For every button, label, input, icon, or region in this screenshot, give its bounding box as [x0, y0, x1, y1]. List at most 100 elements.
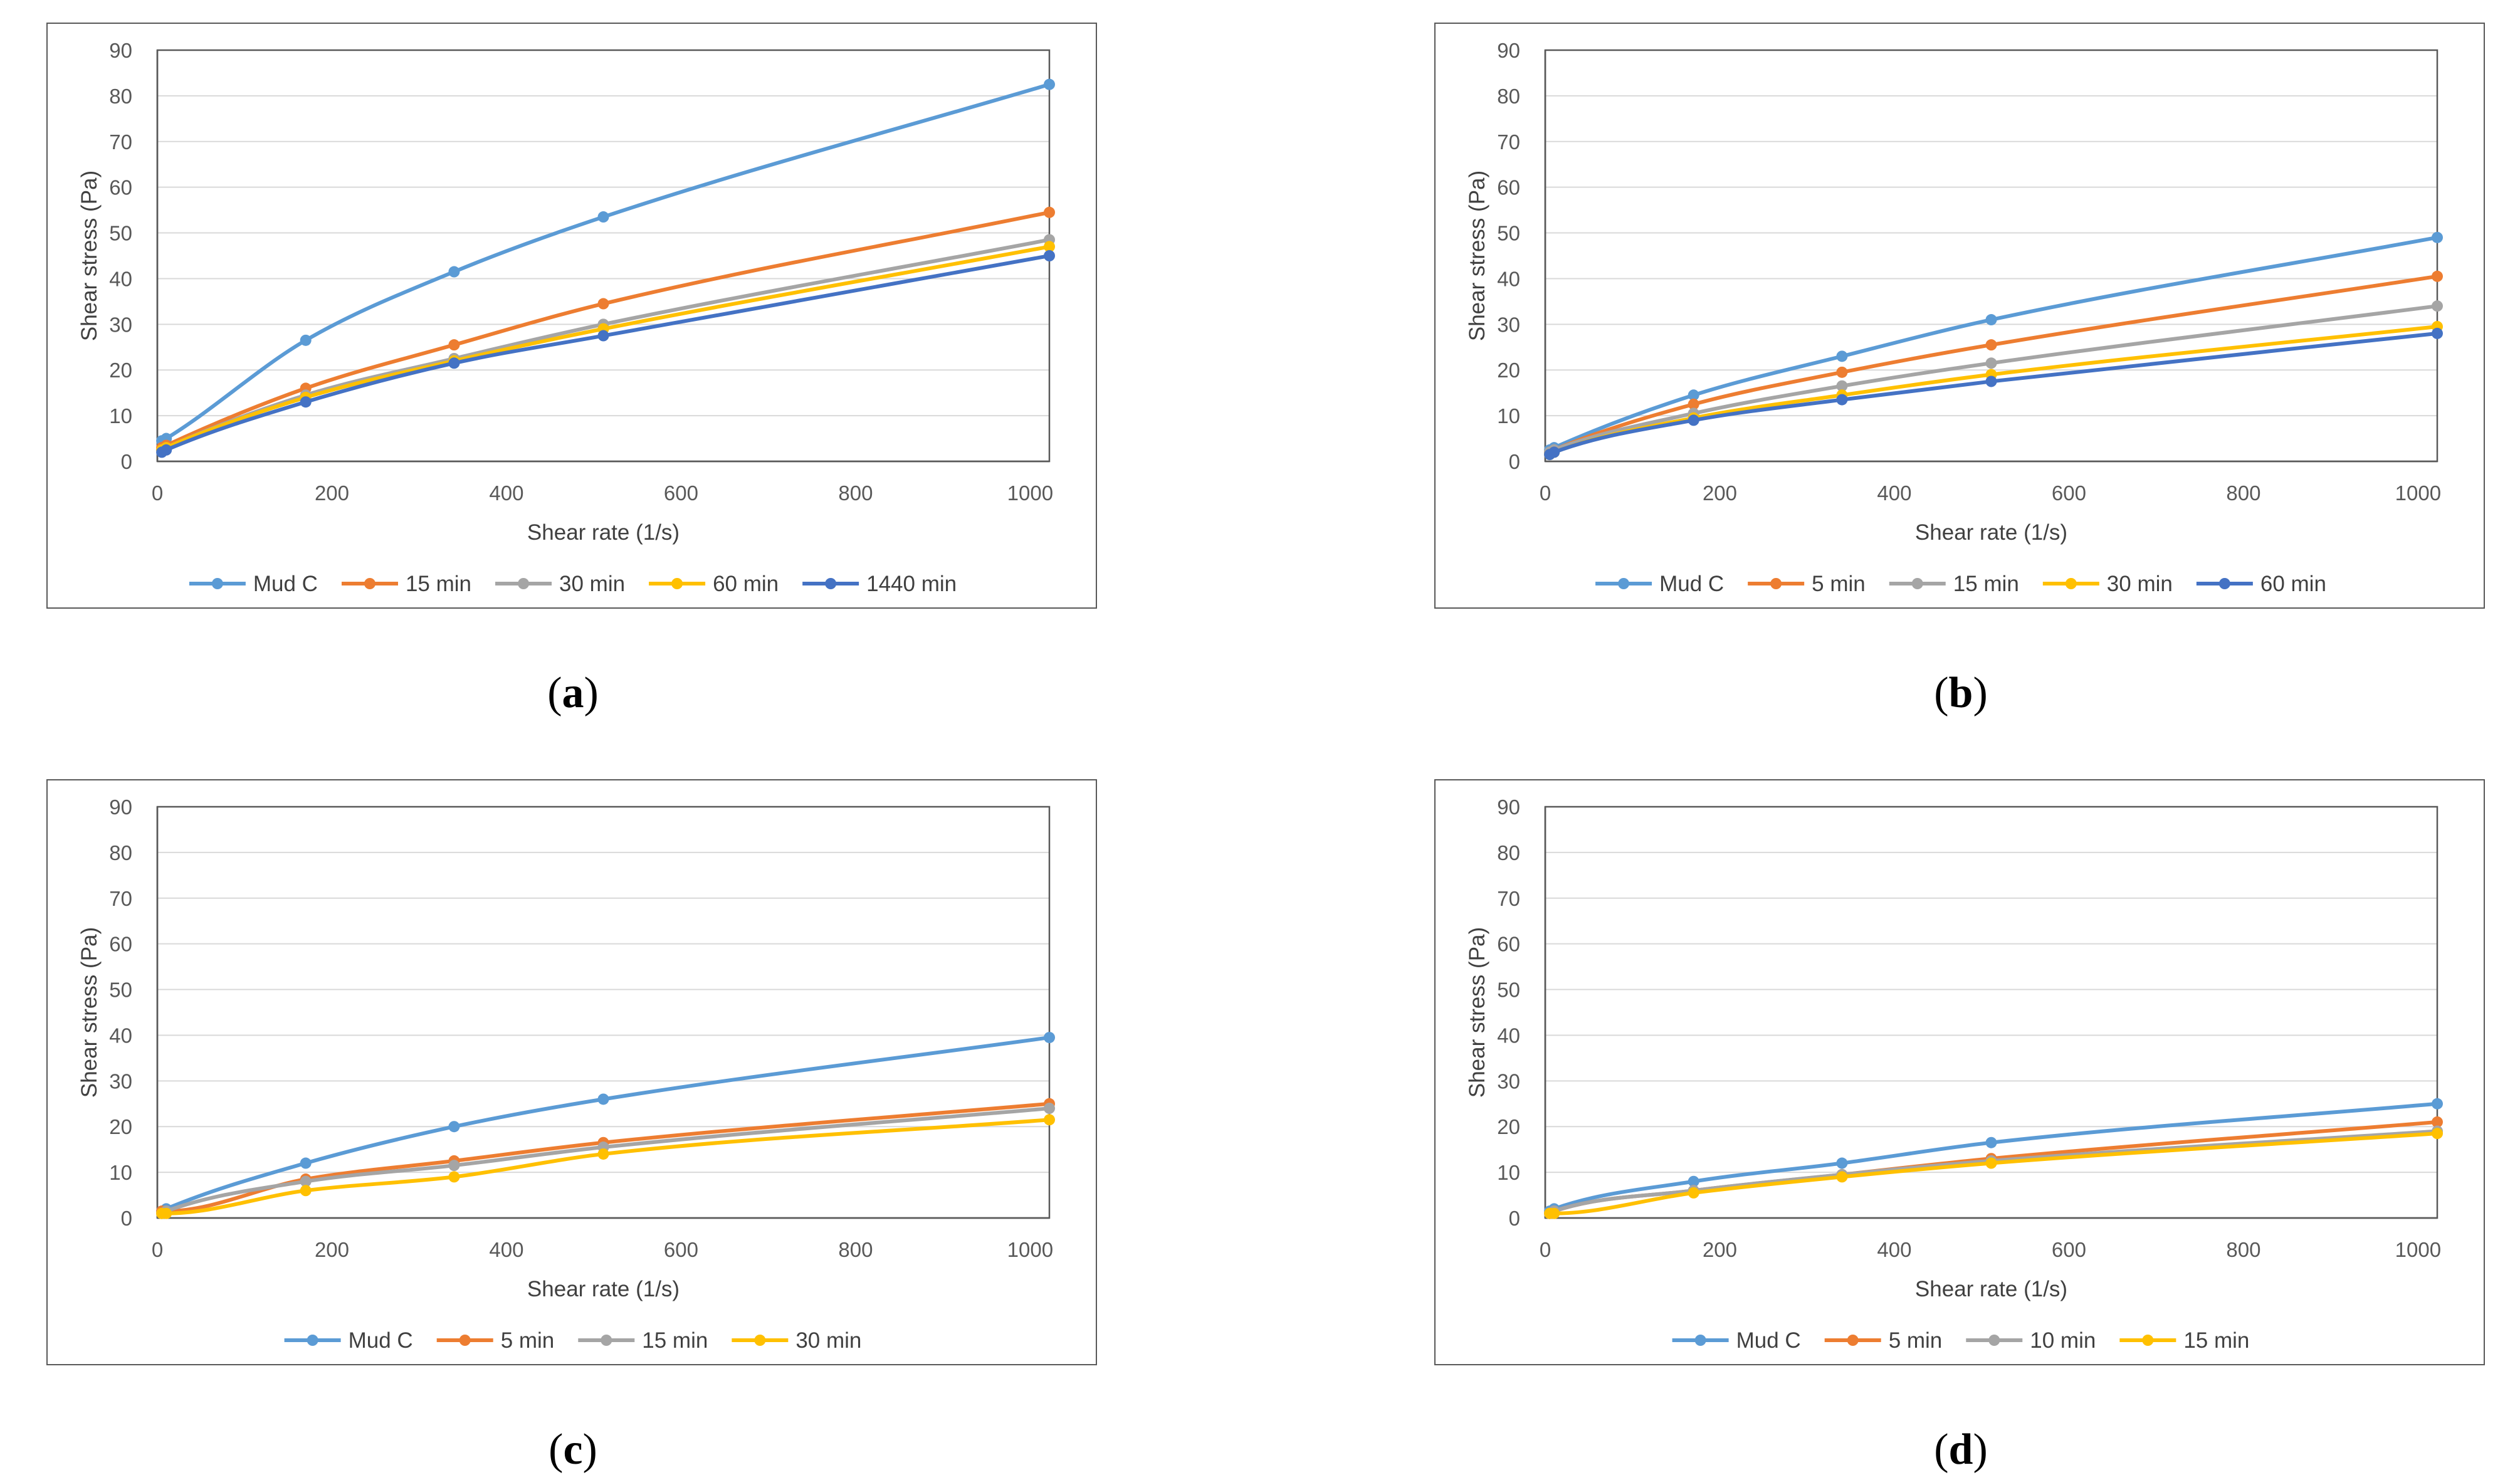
legend: Mud C 15 min 30 min 60 min 1440 min [189, 572, 957, 596]
legend-marker [1911, 578, 1923, 589]
x-tick-label: 400 [489, 481, 523, 505]
y-tick-label: 50 [109, 979, 132, 1002]
legend-entry: 15 min [1889, 572, 2019, 596]
legend-entry: 60 min [649, 572, 779, 596]
plot-area-border [156, 806, 1051, 1219]
x-tick-label: 800 [2226, 1238, 2260, 1261]
legend-label: 30 min [2107, 572, 2173, 596]
chart-panel-c: 0 10 20 30 40 50 60 70 80 90 0 200 400 600 800 1000 Shea… [46, 779, 1100, 1474]
legend: Mud C 5 min 10 min 15 min [1672, 1328, 2249, 1353]
legend-marker [671, 578, 683, 589]
y-tick-label: 20 [109, 359, 132, 382]
y-tick-label: 80 [1497, 85, 1520, 108]
legend-entry: 5 min [1824, 1328, 1942, 1353]
data-point [597, 211, 609, 223]
y-tick-label: 30 [109, 1069, 132, 1093]
chart-panel-a: 0 10 20 30 40 50 60 70 80 90 0 200 400 600 800 1000 Shea… [46, 23, 1100, 717]
legend-entry: Mud C [1672, 1328, 1801, 1353]
data-point [2432, 1116, 2443, 1128]
series-group [1544, 1098, 2443, 1217]
x-tick-label: 200 [315, 481, 349, 505]
legend-entry: Mud C [1595, 572, 1724, 596]
chart-frame: 0 10 20 30 40 50 60 70 80 90 0 200 400 600 800 1000 Shea… [46, 23, 1097, 609]
x-tick-label: 800 [838, 1238, 873, 1261]
chart-frame: 0 10 20 30 40 50 60 70 80 90 0 200 400 600 800 1000 Shea… [1434, 23, 2485, 609]
legend-marker [754, 1335, 766, 1346]
data-point [1688, 1187, 1699, 1199]
data-point [1044, 250, 1055, 261]
x-tick-label: 800 [2226, 481, 2260, 505]
y-tick-label: 20 [1497, 1115, 1520, 1138]
y-tick-label: 70 [109, 130, 132, 154]
y-tick-label: 90 [109, 39, 132, 62]
data-point [300, 1175, 312, 1187]
data-point [1044, 241, 1055, 253]
data-point [300, 1157, 312, 1169]
legend-marker [1618, 578, 1630, 589]
y-tick-label: 70 [109, 887, 132, 910]
y-tick-label: 30 [1497, 1069, 1520, 1093]
x-tick-label: 600 [664, 1238, 698, 1261]
x-tick-label: 1000 [1007, 1238, 1053, 1261]
x-tick-label: 0 [1540, 481, 1551, 505]
legend-label: 30 min [795, 1328, 861, 1353]
chart-svg: 0 10 20 30 40 50 60 70 80 90 0 200 400 600 800 1000 Shea… [77, 39, 1055, 596]
y-tick-label: 10 [1497, 404, 1520, 428]
legend-entry: 15 min [341, 572, 471, 596]
data-point [1985, 314, 1997, 326]
y-tick-label: 80 [1497, 841, 1520, 864]
chart-svg: 0 10 20 30 40 50 60 70 80 90 0 200 400 600 800 1000 Shea… [77, 795, 1055, 1353]
legend-label: 15 min [406, 572, 471, 596]
data-point [1044, 1103, 1055, 1115]
series-group [156, 234, 1055, 456]
legend-marker [601, 1335, 612, 1346]
data-point [2432, 270, 2443, 282]
chart-frame: 0 10 20 30 40 50 60 70 80 90 0 200 400 600 800 1000 Shea… [46, 779, 1097, 1365]
data-point [1985, 357, 1997, 369]
legend-entry: 5 min [1748, 572, 1866, 596]
data-point [1044, 1114, 1055, 1126]
legend-entry: 60 min [2196, 572, 2326, 596]
chart-svg: 0 10 20 30 40 50 60 70 80 90 0 200 400 600 800 1000 Shea… [1465, 39, 2443, 596]
legend-marker [211, 578, 223, 589]
x-tick-label: 0 [152, 481, 163, 505]
legend: Mud C 5 min 15 min 30 min [284, 1328, 861, 1353]
legend-marker [2065, 578, 2077, 589]
y-tick-label: 60 [109, 176, 132, 199]
data-point [300, 396, 312, 408]
data-point [597, 1148, 609, 1160]
y-tick-label: 40 [109, 267, 132, 290]
x-tick-label: 800 [838, 481, 873, 505]
y-tick-label: 60 [109, 933, 132, 956]
legend-label: Mud C [1659, 572, 1724, 596]
y-tick-label: 20 [1497, 359, 1520, 382]
series-line [160, 1106, 1050, 1215]
y-tick-label: 0 [121, 1207, 132, 1230]
data-point [1985, 375, 1997, 387]
legend-entry: Mud C [284, 1328, 413, 1353]
data-point [1688, 389, 1699, 401]
y-tick-label: 50 [1497, 979, 1520, 1002]
chart-panel-d: 0 10 20 30 40 50 60 70 80 90 0 200 400 600 800 1000 Shea… [1434, 779, 2487, 1474]
x-axis-label: Shear rate (1/s) [527, 520, 680, 545]
legend-label: 5 min [501, 1328, 555, 1353]
y-tick-label: 40 [1497, 1024, 1520, 1047]
y-tick-label: 40 [109, 1024, 132, 1047]
y-tick-label: 0 [1509, 450, 1520, 473]
y-tick-label: 70 [1497, 887, 1520, 910]
data-point [1548, 1207, 1560, 1219]
y-tick-label: 90 [1497, 795, 1520, 819]
chart-frame: 0 10 20 30 40 50 60 70 80 90 0 200 400 600 800 1000 Shea… [1434, 779, 2485, 1365]
data-point [1044, 1032, 1055, 1044]
x-axis-label: Shear rate (1/s) [1915, 520, 2067, 545]
data-point [2432, 231, 2443, 243]
legend-label: 1440 min [866, 572, 957, 596]
data-point [300, 334, 312, 346]
x-axis-label: Shear rate (1/s) [1915, 1277, 2067, 1301]
y-axis-label: Shear stress (Pa) [77, 171, 102, 341]
x-axis-label: Shear rate (1/s) [527, 1277, 680, 1301]
series-line [160, 1036, 1050, 1213]
legend-marker [1988, 1335, 2000, 1346]
legend-label: 15 min [1953, 572, 2019, 596]
legend-entry: 30 min [2042, 572, 2173, 596]
